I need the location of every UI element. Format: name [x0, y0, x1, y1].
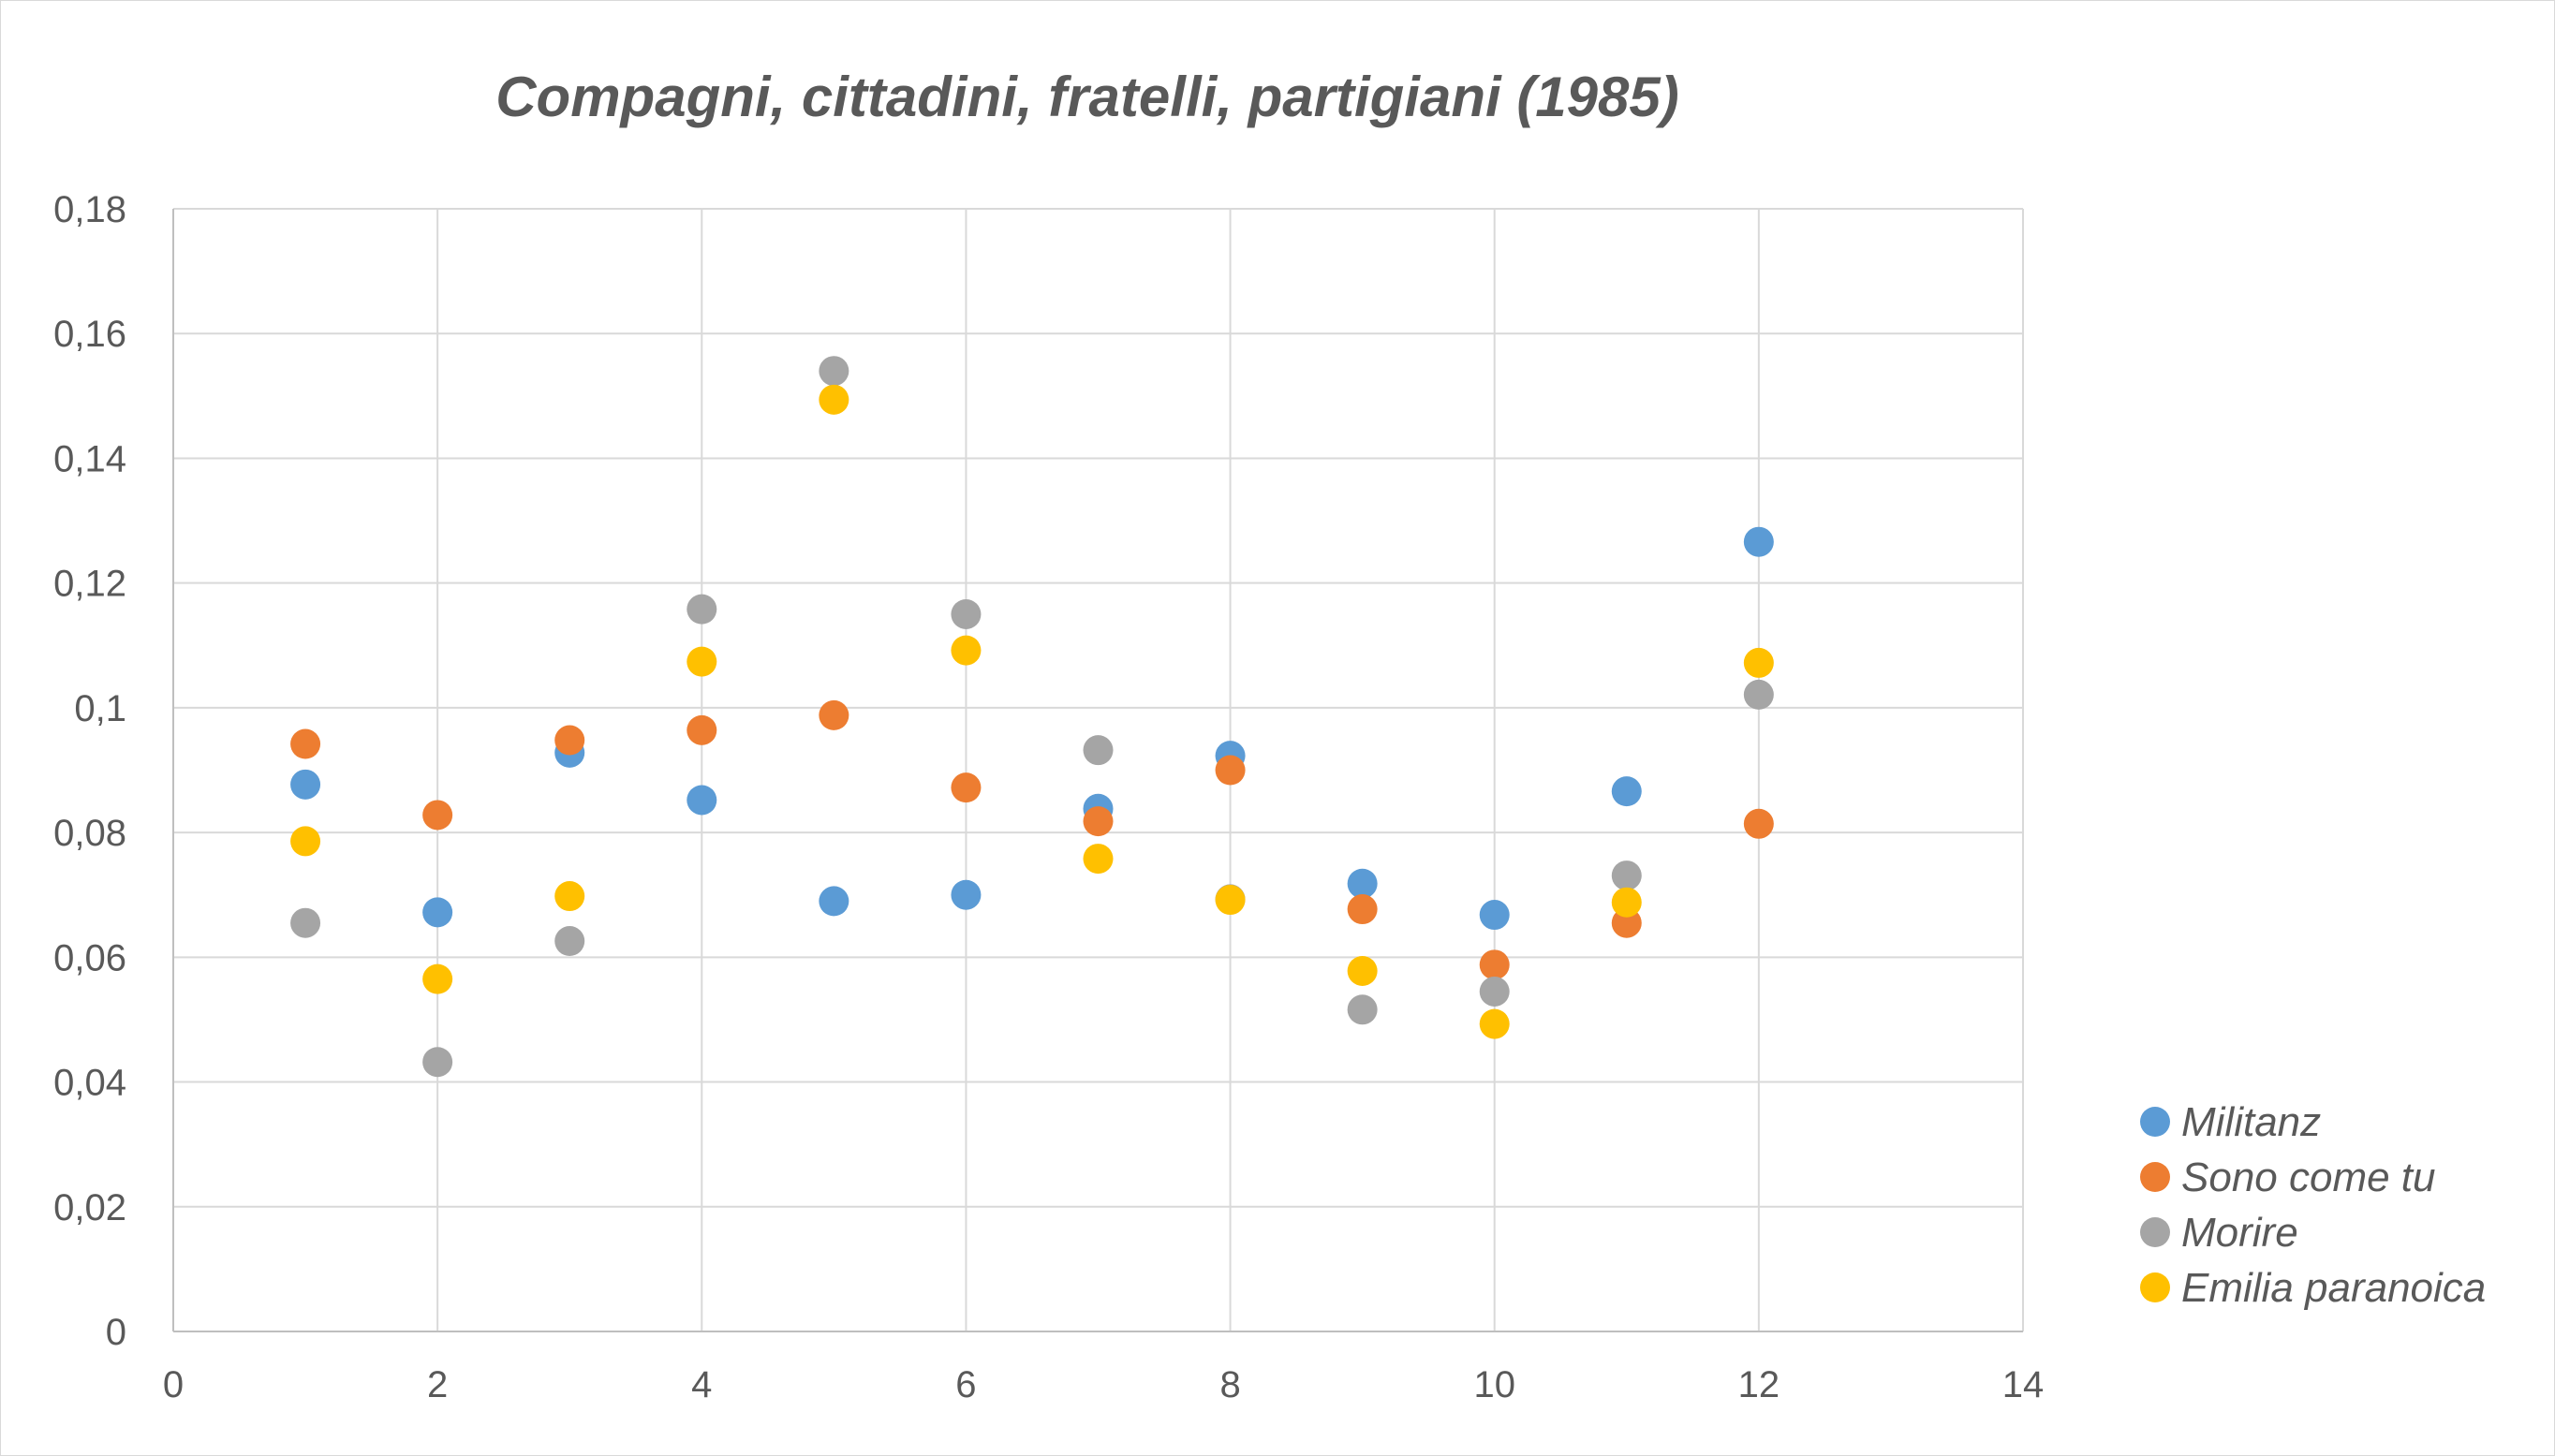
- data-point-sono-come-tu: [1347, 894, 1378, 925]
- data-point-emilia-paranoica: [422, 963, 453, 994]
- data-point-morire: [1347, 994, 1378, 1025]
- data-point-militanz: [1479, 900, 1510, 931]
- legend-label-sono-come-tu: Sono come tu: [2181, 1155, 2436, 1200]
- data-point-emilia-paranoica: [290, 826, 321, 857]
- x-tick-label: 0: [163, 1364, 184, 1405]
- x-tick-label: 6: [955, 1364, 976, 1405]
- y-tick-label: 0,02: [53, 1187, 126, 1228]
- data-point-emilia-paranoica: [1611, 887, 1642, 918]
- data-point-morire: [1083, 735, 1114, 766]
- legend: Militanz Sono come tu Morire Emilia paranoi…: [2140, 1099, 2486, 1311]
- data-point-sono-come-tu: [1743, 808, 1774, 839]
- data-point-sono-come-tu: [1611, 907, 1642, 938]
- data-point-emilia-paranoica: [1083, 844, 1114, 875]
- axis-lines: [172, 209, 2023, 1332]
- y-tick-label: 0,1: [74, 688, 126, 729]
- data-point-emilia-paranoica: [687, 646, 717, 677]
- x-tick-label: 8: [1219, 1364, 1240, 1405]
- data-point-sono-come-tu: [687, 714, 717, 745]
- data-point-militanz: [290, 769, 321, 800]
- legend-label-militanz: Militanz: [2181, 1099, 2321, 1145]
- y-tick-label: 0,18: [53, 189, 126, 230]
- data-point-morire: [687, 594, 717, 625]
- y-tick-label: 0,08: [53, 813, 126, 854]
- data-point-militanz: [819, 886, 849, 917]
- data-point-morire: [1611, 860, 1642, 891]
- data-point-emilia-paranoica: [1215, 885, 1246, 916]
- data-point-morire: [1479, 976, 1510, 1007]
- y-tick-label: 0,06: [53, 937, 126, 978]
- x-tick-label: 10: [1473, 1364, 1515, 1405]
- data-point-sono-come-tu: [290, 728, 321, 759]
- data-points: [290, 356, 1774, 1078]
- y-tick-label: 0,14: [53, 438, 126, 479]
- y-tick-label: 0,12: [53, 564, 126, 605]
- chart-title: Compagni, cittadini, fratelli, partigian…: [495, 66, 1679, 128]
- data-point-militanz: [1347, 868, 1378, 899]
- legend-marker-sono-come-tu: [2140, 1162, 2170, 1192]
- data-point-militanz: [422, 897, 453, 928]
- data-point-morire: [422, 1047, 453, 1078]
- data-point-militanz: [1611, 776, 1642, 807]
- data-point-emilia-paranoica: [1743, 647, 1774, 678]
- x-tick-label: 2: [427, 1364, 448, 1405]
- data-point-sono-come-tu: [422, 800, 453, 831]
- data-point-emilia-paranoica: [1347, 955, 1378, 986]
- y-tick-label: 0,16: [53, 314, 126, 355]
- data-point-morire: [554, 926, 585, 957]
- data-point-sono-come-tu: [1215, 755, 1246, 786]
- legend-marker-emilia-paranoica: [2140, 1272, 2170, 1302]
- data-point-militanz: [951, 879, 982, 910]
- x-tick-label: 14: [2002, 1364, 2045, 1405]
- data-point-emilia-paranoica: [1479, 1008, 1510, 1039]
- x-tick-label: 4: [691, 1364, 712, 1405]
- data-point-sono-come-tu: [554, 725, 585, 756]
- x-tick-label: 12: [1738, 1364, 1780, 1405]
- data-point-sono-come-tu: [1479, 949, 1510, 980]
- y-tick-label: 0: [106, 1312, 126, 1353]
- data-point-emilia-paranoica: [951, 635, 982, 666]
- data-point-militanz: [1743, 526, 1774, 557]
- data-point-militanz: [687, 785, 717, 816]
- legend-marker-morire: [2140, 1217, 2170, 1247]
- legend-marker-militanz: [2140, 1107, 2170, 1137]
- legend-label-morire: Morire: [2181, 1210, 2298, 1256]
- data-point-sono-come-tu: [951, 772, 982, 803]
- y-tick-label: 0,04: [53, 1063, 126, 1104]
- data-point-emilia-paranoica: [554, 881, 585, 912]
- data-point-morire: [1743, 679, 1774, 710]
- legend-label-emilia-paranoica: Emilia paranoica: [2181, 1265, 2486, 1311]
- data-point-sono-come-tu: [1083, 806, 1114, 837]
- data-point-morire: [290, 907, 321, 938]
- data-point-morire: [819, 356, 849, 387]
- tick-labels: 0 0,02 0,04 0,06 0,08 0,1 0,12 0,14 0,16 0,18 0 2 4 6…: [53, 189, 2044, 1405]
- data-point-emilia-paranoica: [819, 384, 849, 415]
- grid-lines: [173, 208, 2024, 1331]
- data-point-sono-come-tu: [819, 699, 849, 730]
- data-point-morire: [951, 598, 982, 629]
